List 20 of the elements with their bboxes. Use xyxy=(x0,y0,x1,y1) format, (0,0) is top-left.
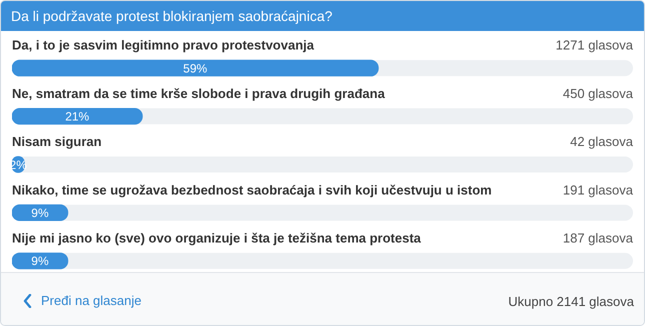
y-tick-label: Nije mi jasno ko (sve) ovo organizuje i šta je težišna tema protesta xyxy=(12,230,422,246)
data-label: 21% xyxy=(65,110,90,124)
annotation: 42 glasova xyxy=(570,134,634,150)
data-label: 9% xyxy=(31,206,49,220)
annotation: 191 glasova xyxy=(562,182,634,198)
data-label: 9% xyxy=(31,254,49,268)
annotation: 1271 glasova xyxy=(556,38,634,53)
bar xyxy=(12,204,68,222)
annotation: 450 glasova xyxy=(562,86,634,101)
y-tick-label: Ne, smatram da se time krše slobode i prava drugih građana xyxy=(12,86,386,101)
annotation: 187 glasova xyxy=(562,230,634,246)
y-tick-label: Nikako, time se ugrožava bezbednost saobraćaja i svih koji učestvuju u istom xyxy=(12,182,492,198)
bar xyxy=(12,252,68,270)
y-tick-label: Nisam siguran xyxy=(12,134,102,150)
chart-title: Da li podržavate protest blokiranjem saobraćajnica? xyxy=(10,7,332,26)
text: Pređi na glasanje xyxy=(41,293,142,308)
bar xyxy=(12,108,143,125)
y-tick-label: Da, i to je sasvim legitimno pravo protestvovanja xyxy=(12,38,315,53)
data-label: 59% xyxy=(183,61,208,76)
text: Ukupno 2141 glasova xyxy=(508,294,634,309)
